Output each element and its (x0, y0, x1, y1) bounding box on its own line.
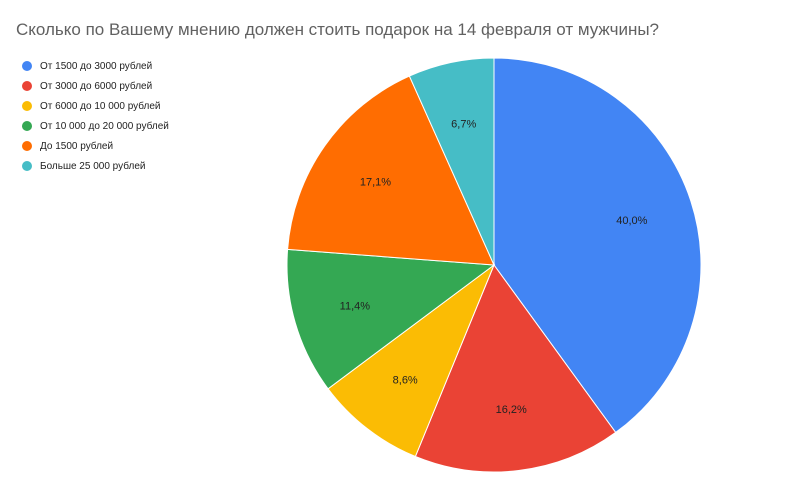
legend-item: До 1500 рублей (22, 136, 169, 156)
legend-dot-icon (22, 101, 32, 111)
pie-slice (414, 263, 617, 473)
legend-item: От 1500 до 3000 рублей (22, 56, 169, 76)
slice-label: 16,2% (496, 404, 527, 416)
legend-dot-icon (22, 121, 32, 131)
legend-label: От 6000 до 10 000 рублей (40, 100, 161, 112)
pie-labels: 40,0% 16,2% 8,6% 11,4% 17,1% 6,7% (340, 118, 648, 416)
pie-slice (408, 57, 495, 266)
legend-dot-icon (22, 81, 32, 91)
slice-label: 11,4% (340, 300, 371, 312)
pie-slice (327, 263, 496, 458)
legend-label: От 3000 до 6000 рублей (40, 80, 153, 92)
pie-slices (286, 57, 702, 473)
slice-label: 8,6% (393, 374, 418, 386)
legend-dot-icon (22, 161, 32, 171)
legend-dot-icon (22, 61, 32, 71)
legend-item: От 3000 до 6000 рублей (22, 76, 169, 96)
legend-label: Больше 25 000 рублей (40, 160, 146, 172)
pie-slice (287, 75, 495, 266)
legend-item: Больше 25 000 рублей (22, 156, 169, 176)
legend-label: От 10 000 до 20 000 рублей (40, 120, 169, 132)
slice-label: 40,0% (616, 215, 647, 227)
legend-dot-icon (22, 141, 32, 151)
slice-label: 6,7% (451, 118, 476, 130)
legend: От 1500 до 3000 рублей От 3000 до 6000 р… (22, 56, 169, 176)
legend-item: От 6000 до 10 000 рублей (22, 96, 169, 116)
slice-label: 17,1% (360, 177, 391, 189)
legend-label: До 1500 рублей (40, 140, 114, 152)
pie-slice (493, 57, 702, 434)
pie-slice (286, 248, 496, 390)
legend-label: От 1500 до 3000 рублей (40, 60, 153, 72)
legend-item: От 10 000 до 20 000 рублей (22, 116, 169, 136)
chart-title: Сколько по Вашему мнению должен стоить п… (16, 20, 660, 39)
